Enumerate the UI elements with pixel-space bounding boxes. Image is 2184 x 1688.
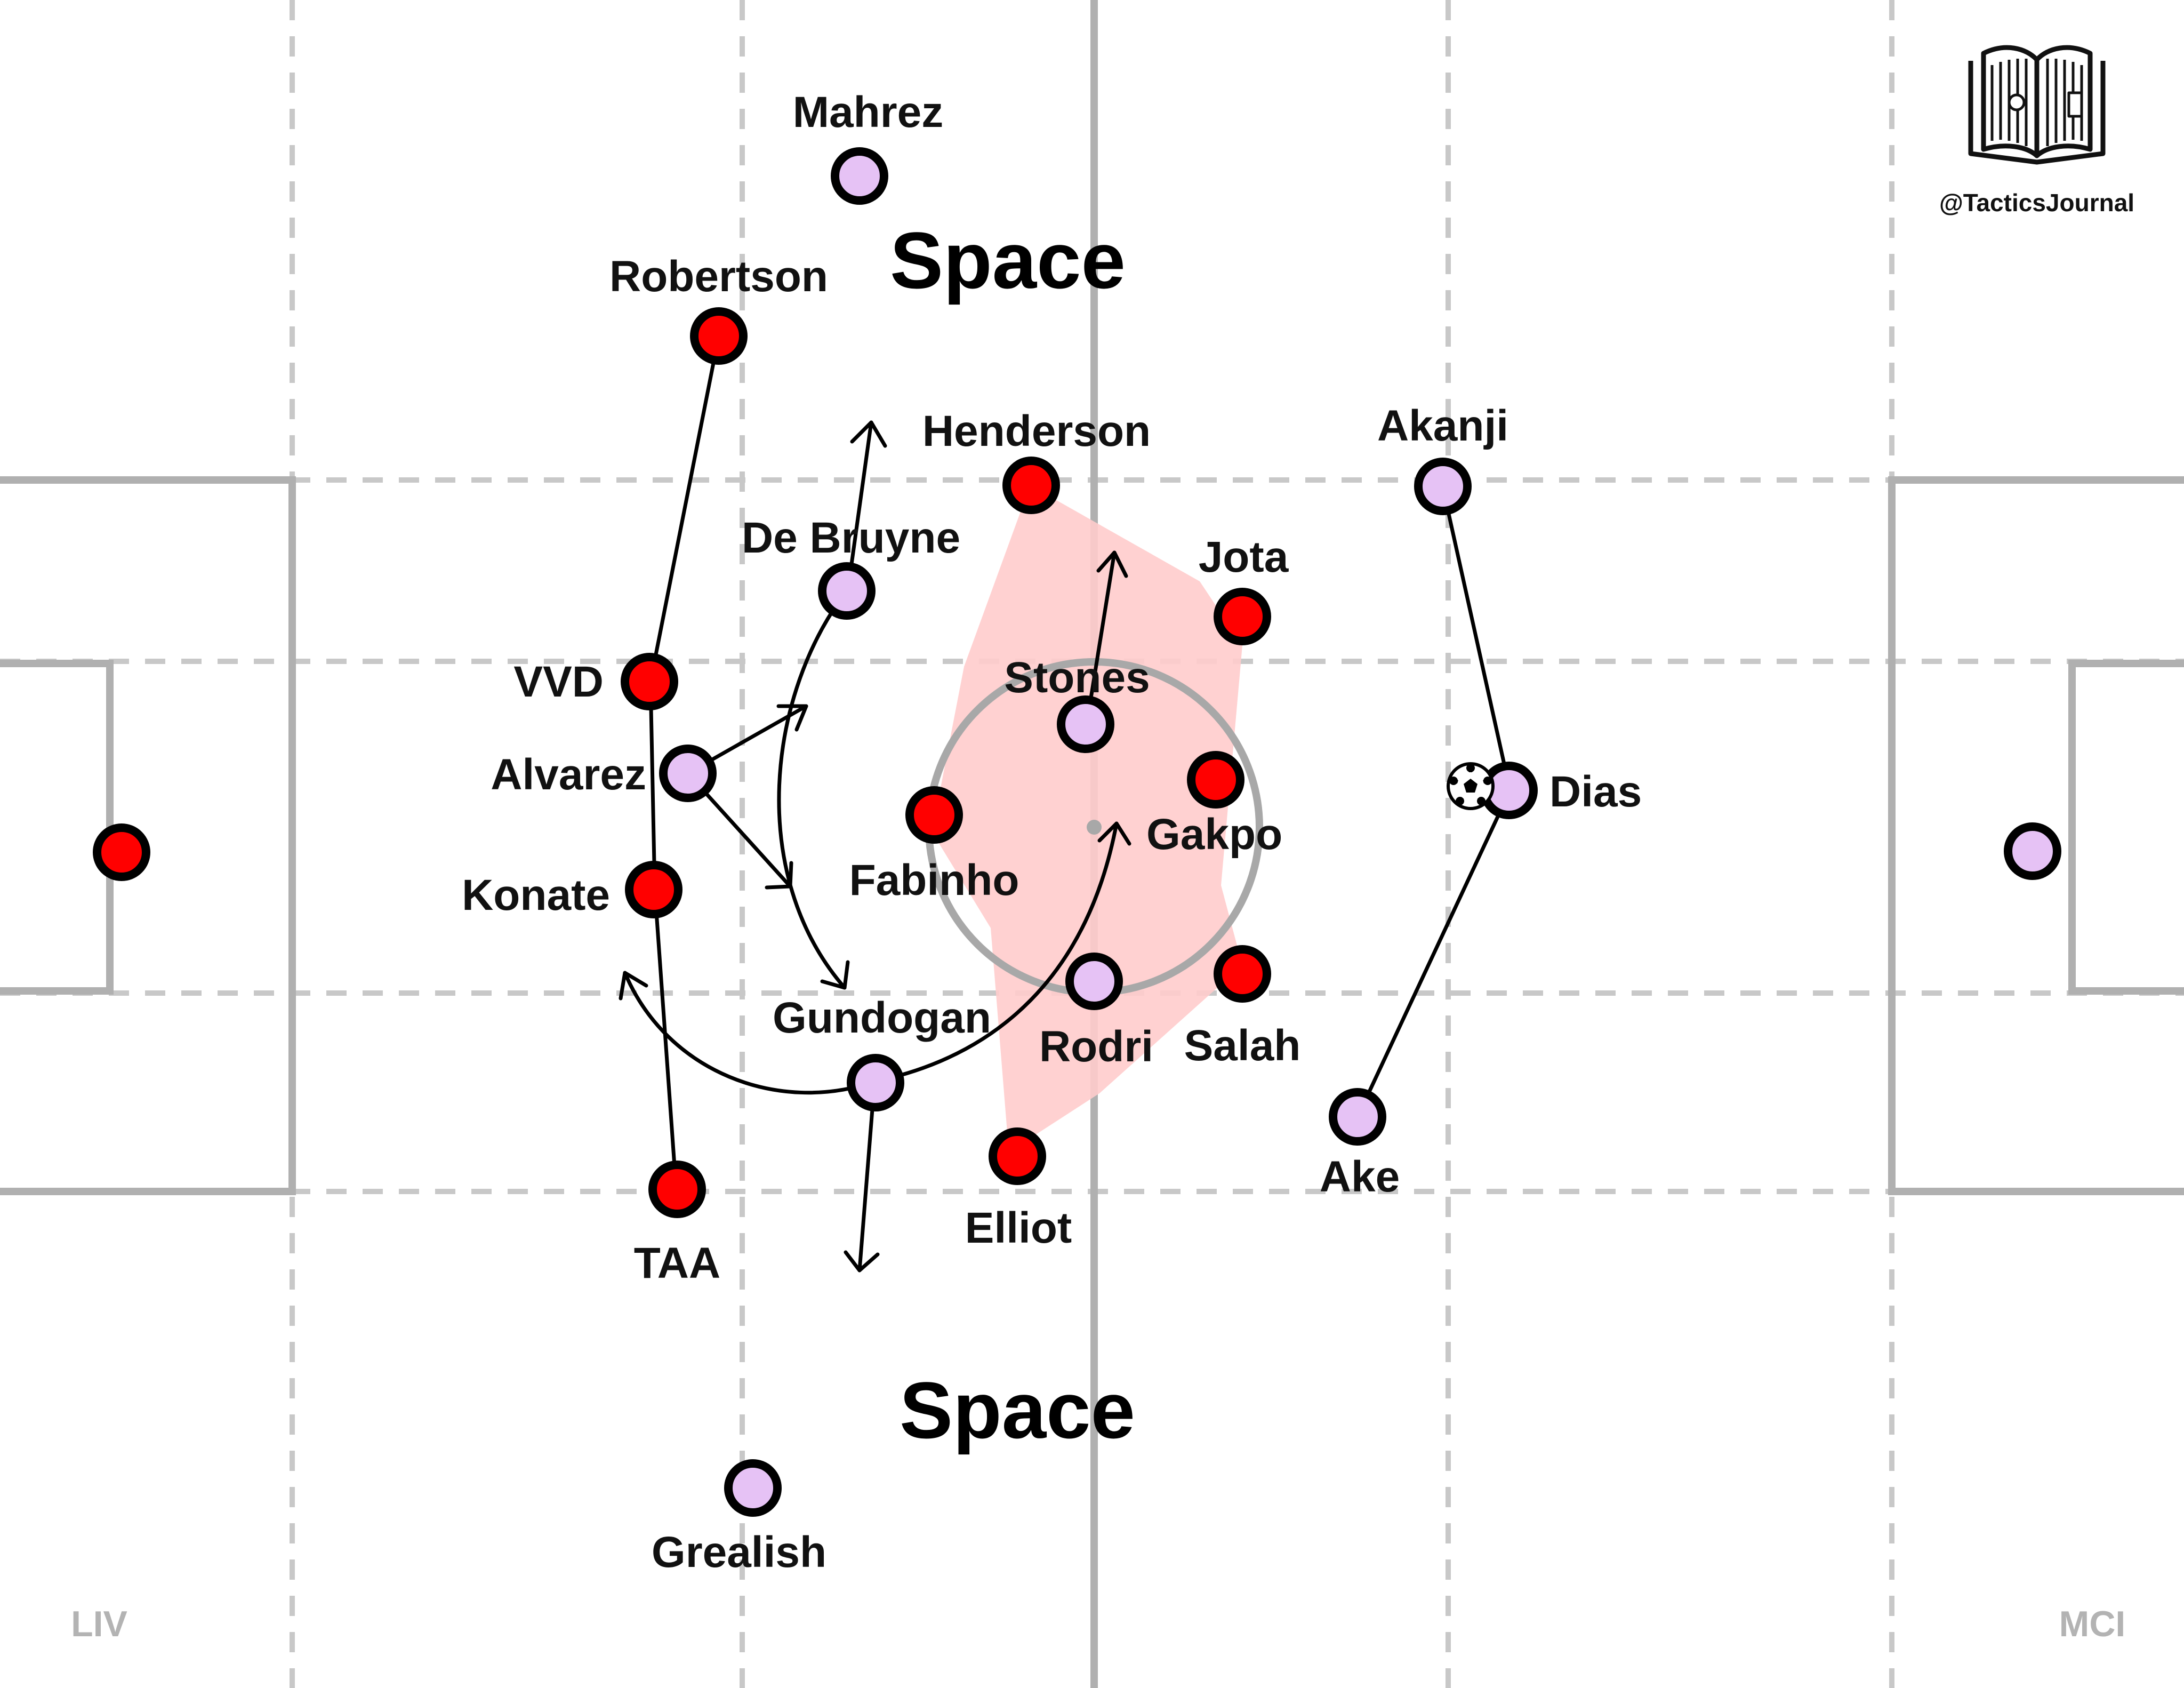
player-token-fabinho bbox=[910, 790, 959, 839]
player-token-grealish bbox=[728, 1463, 777, 1513]
label-gundogan: Gundogan bbox=[773, 994, 991, 1042]
label-akanji: Akanji bbox=[1377, 402, 1508, 450]
label-robertson: Robertson bbox=[609, 252, 828, 301]
player-token-salah bbox=[1218, 949, 1267, 998]
label-stones: Stones bbox=[1004, 653, 1150, 702]
space-annotation-bottom: Space bbox=[900, 1365, 1135, 1455]
player-token-goalkeeper-city bbox=[2008, 827, 2057, 876]
player-token-vvd bbox=[625, 657, 674, 706]
label-konate: Konate bbox=[462, 871, 610, 919]
label-taa: TAA bbox=[634, 1239, 720, 1287]
space-annotation-top: Space bbox=[890, 215, 1126, 305]
player-token-konate bbox=[629, 865, 678, 914]
label-fabinho: Fabinho bbox=[849, 856, 1019, 905]
team-label-right: MCI bbox=[2059, 1604, 2126, 1644]
brand-handle: @TacticsJournal bbox=[1939, 189, 2134, 217]
player-token-taa bbox=[653, 1165, 702, 1214]
right-six-yard-box bbox=[2072, 663, 2184, 991]
player-token-henderson bbox=[1007, 461, 1056, 510]
label-dias: Dias bbox=[1549, 767, 1642, 816]
left-penalty-box bbox=[0, 480, 292, 1191]
book-pitch-icon bbox=[1971, 47, 2103, 162]
label-vvd: VVD bbox=[513, 658, 604, 706]
label-ake: Ake bbox=[1320, 1153, 1400, 1201]
label-jota: Jota bbox=[1199, 533, 1289, 581]
label-henderson: Henderson bbox=[922, 407, 1151, 455]
player-token-ake bbox=[1333, 1092, 1382, 1141]
label-salah: Salah bbox=[1184, 1021, 1301, 1070]
label-grealish: Grealish bbox=[652, 1528, 826, 1577]
player-token-akanji bbox=[1418, 462, 1467, 511]
player-token-gakpo bbox=[1191, 755, 1240, 804]
label-rodri: Rodri bbox=[1039, 1022, 1153, 1071]
soccer-ball-icon bbox=[1448, 764, 1493, 809]
player-token-elliot bbox=[993, 1132, 1042, 1181]
de-bruyne-curve bbox=[779, 591, 847, 988]
label-de-bruyne: De Bruyne bbox=[742, 514, 960, 562]
player-token-alvarez bbox=[663, 749, 712, 798]
player-token-goalkeeper-liverpool bbox=[97, 828, 146, 877]
left-six-yard-box bbox=[0, 663, 110, 991]
player-token-de-bruyne bbox=[822, 566, 871, 615]
team-label-left: LIV bbox=[71, 1604, 127, 1644]
player-token-mahrez bbox=[835, 151, 884, 201]
label-alvarez: Alvarez bbox=[491, 750, 646, 799]
label-gakpo: Gakpo bbox=[1146, 810, 1282, 859]
player-token-rodri bbox=[1070, 957, 1119, 1006]
player-token-stones bbox=[1061, 700, 1110, 749]
player-token-gundogan bbox=[851, 1058, 900, 1107]
label-mahrez: Mahrez bbox=[793, 88, 944, 137]
label-elliot: Elliot bbox=[965, 1204, 1072, 1252]
player-token-robertson bbox=[694, 311, 743, 361]
player-token-jota bbox=[1218, 592, 1267, 641]
